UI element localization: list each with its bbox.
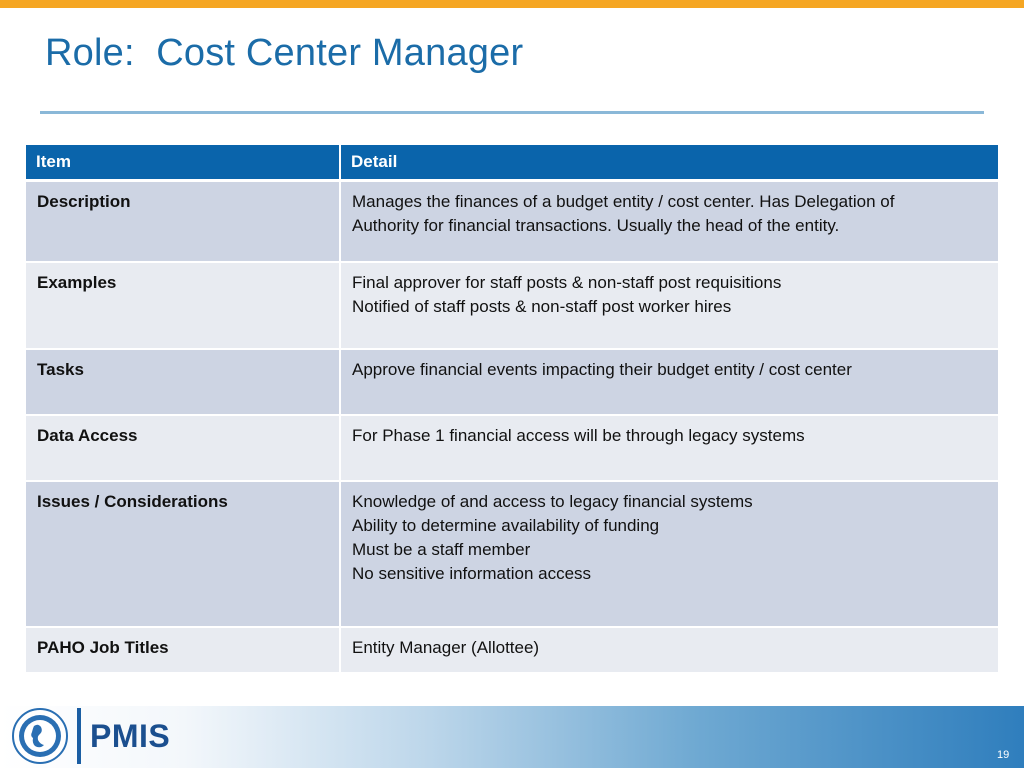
title-divider <box>40 111 984 114</box>
row-detail: Approve financial events impacting their… <box>340 348 1000 416</box>
detail-line: Notified of staff posts & non-staff post… <box>352 296 732 316</box>
detail-line: Entity Manager (Allottee) <box>352 637 540 657</box>
row-detail: Final approver for staff posts & non-sta… <box>340 261 1000 350</box>
pmis-logo: PMIS <box>90 718 171 754</box>
logo-divider <box>77 708 81 764</box>
table-row: Data Access For Phase 1 financial access… <box>26 414 1000 482</box>
row-detail: For Phase 1 financial access will be thr… <box>340 414 1000 482</box>
column-header-item: Item <box>26 145 341 182</box>
row-item-label: Description <box>26 180 341 263</box>
detail-line: Must be a staff member <box>352 539 531 559</box>
table-row: Description Manages the finances of a bu… <box>26 180 1000 263</box>
row-item-label: Tasks <box>26 348 341 416</box>
row-detail: Entity Manager (Allottee) <box>340 626 1000 674</box>
column-header-detail: Detail <box>340 145 1000 182</box>
detail-line: Approve financial events impacting their… <box>352 359 852 379</box>
page-number: 19 <box>997 749 1010 761</box>
top-accent-bar <box>0 0 1024 8</box>
paho-seal-logo <box>12 708 68 764</box>
detail-line: Manages the finances of a budget entity … <box>352 192 895 211</box>
detail-line: Knowledge of and access to legacy financ… <box>352 491 753 511</box>
row-item-label: Issues / Considerations <box>26 480 341 628</box>
row-item-label: Data Access <box>26 414 341 482</box>
row-detail: Knowledge of and access to legacy financ… <box>340 480 1000 628</box>
detail-line: Ability to determine availability of fun… <box>352 515 660 535</box>
detail-line: For Phase 1 financial access will be thr… <box>352 425 805 445</box>
table-row: PAHO Job Titles Entity Manager (Allottee… <box>26 626 1000 674</box>
page-title: Role: Cost Center Manager <box>45 32 524 74</box>
role-detail-table: Item Detail Description Manages the fina… <box>26 145 1000 674</box>
detail-line: No sensitive information access <box>352 563 592 583</box>
detail-line: Authority for financial transactions. Us… <box>352 216 840 235</box>
row-item-label: PAHO Job Titles <box>26 626 341 674</box>
table-row: Tasks Approve financial events impacting… <box>26 348 1000 416</box>
table-row: Issues / Considerations Knowledge of and… <box>26 480 1000 628</box>
table-row: Examples Final approver for staff posts … <box>26 261 1000 350</box>
detail-line: Final approver for staff posts & non-sta… <box>352 272 782 292</box>
row-detail: Manages the finances of a budget entity … <box>340 180 1000 263</box>
table-header-row: Item Detail <box>26 145 1000 182</box>
row-item-label: Examples <box>26 261 341 350</box>
footer-band <box>0 706 1024 768</box>
